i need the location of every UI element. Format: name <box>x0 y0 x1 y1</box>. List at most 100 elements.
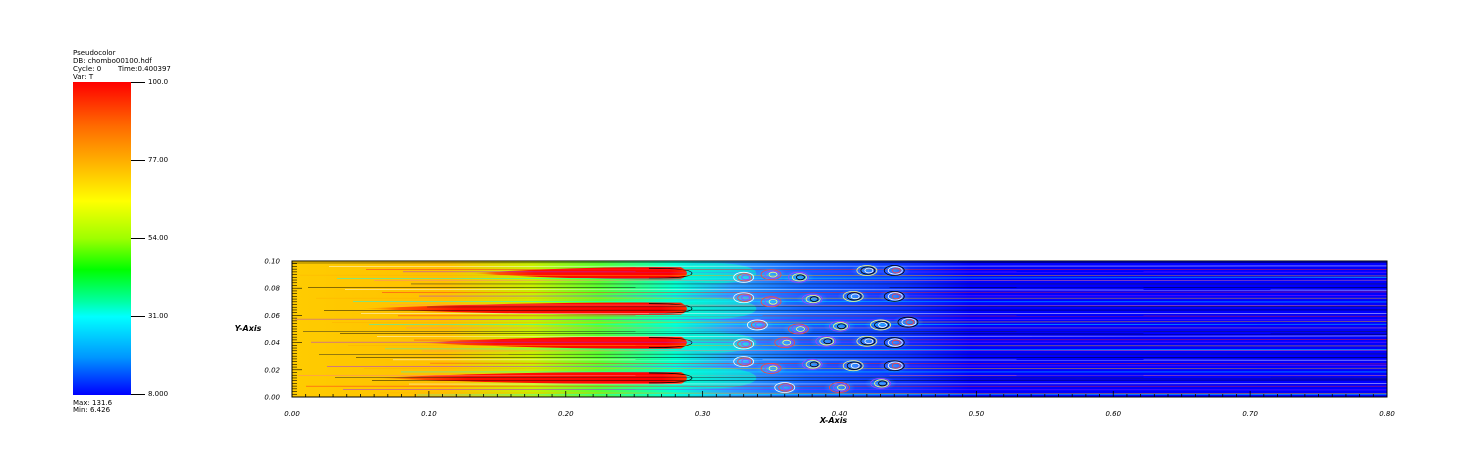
vortex-contour <box>760 269 782 281</box>
vortex-contour <box>768 365 778 372</box>
vortex <box>796 292 829 307</box>
vortex <box>878 289 911 304</box>
vortex-contour <box>891 339 901 346</box>
contour-line <box>299 274 1387 277</box>
vortex-contour <box>788 323 809 335</box>
vortex <box>837 289 870 304</box>
vortex-contour <box>805 360 821 369</box>
vortex-contour <box>805 294 821 304</box>
x-tick-label: 0.80 <box>1379 410 1395 418</box>
contour-line <box>344 289 1387 291</box>
vortex <box>755 267 788 282</box>
vortex-contour <box>746 319 768 331</box>
colorbar-tick-mark <box>131 82 145 83</box>
vortex-contour <box>874 379 889 388</box>
vortex-contour <box>842 290 864 302</box>
vortex-contour <box>846 361 862 370</box>
vortex <box>727 354 760 369</box>
hot-streak <box>374 371 687 385</box>
vortex <box>755 361 788 376</box>
vortex-contour <box>737 357 753 366</box>
vortex-contour <box>809 296 819 302</box>
vortex-contour <box>741 294 751 301</box>
vortex <box>768 380 801 395</box>
x-tick-label: 0.40 <box>832 410 848 418</box>
colorbar-label: 8.000 <box>148 390 169 398</box>
vortex-contour <box>864 267 874 274</box>
y-tick-label: 0.04 <box>264 339 280 347</box>
x-tick-label: 0.30 <box>695 410 711 418</box>
contour-line <box>292 261 1387 264</box>
colorbar <box>73 82 131 395</box>
vortex <box>727 270 760 285</box>
vortex-contour <box>833 383 848 392</box>
x-tick-label: 0.10 <box>421 410 437 418</box>
vortex-contour <box>891 267 901 274</box>
vortex-contour <box>883 290 905 302</box>
vortex <box>878 263 911 278</box>
vortex <box>878 358 911 373</box>
vortex-contour <box>883 360 905 372</box>
y-tick-label: 0.10 <box>264 258 280 266</box>
vortex-contour <box>760 363 782 374</box>
vortex <box>727 336 760 351</box>
vortex-contour <box>764 270 780 279</box>
vortex <box>796 357 829 372</box>
vortex <box>891 315 924 330</box>
vortex <box>864 317 897 332</box>
vortex <box>809 334 842 349</box>
vortex-contour <box>733 356 755 368</box>
vortex-contour <box>796 326 805 332</box>
vortex-contour <box>887 361 903 370</box>
y-tick-label: 0.08 <box>264 285 280 293</box>
vortex <box>823 319 856 334</box>
legend-variable: Var: T <box>73 73 94 81</box>
x-tick-label: 0.70 <box>1242 410 1258 418</box>
vortex-contour <box>764 364 780 373</box>
vortex <box>782 270 815 285</box>
vortex <box>850 263 883 278</box>
vortex-contour <box>860 337 876 346</box>
vortex-contour <box>870 377 891 389</box>
x-tick-label: 0.60 <box>1105 410 1121 418</box>
vortex-contour <box>842 360 864 372</box>
vortex-contour <box>741 341 751 347</box>
x-tick-label: 0.20 <box>558 410 574 418</box>
x-tick-label: 0.50 <box>969 410 985 418</box>
vortex-contour <box>741 274 751 281</box>
hot-streak <box>360 302 687 315</box>
vortex-contour <box>883 337 905 349</box>
legend-title: Pseudocolor <box>73 49 116 57</box>
vortex <box>755 294 788 309</box>
vortex-contour <box>864 338 874 345</box>
contour-line <box>336 277 1387 279</box>
vortex-contour <box>760 296 782 308</box>
vortex-contour <box>801 293 823 305</box>
vortex <box>837 358 870 373</box>
contour-line <box>648 267 693 279</box>
vortex-contour <box>741 358 751 365</box>
vortex-contour <box>750 320 766 330</box>
vortex-contour <box>754 322 764 328</box>
vortex-contour <box>792 324 807 334</box>
vortex-contour <box>733 292 755 304</box>
vortex-contour <box>891 362 901 369</box>
vortex <box>823 380 856 395</box>
vortex-contour <box>883 265 905 276</box>
legend-max: Max: 131.6 <box>73 399 113 407</box>
vortex-contour <box>887 338 903 347</box>
x-axis-title: X-Axis <box>819 416 848 425</box>
contour-line <box>384 348 1387 350</box>
vortex-contour <box>833 322 848 331</box>
vortex <box>850 334 883 349</box>
y-tick-label: 0.06 <box>264 312 280 320</box>
vortex-contour <box>856 265 878 276</box>
vortex-contour <box>878 322 887 328</box>
contour-line <box>648 303 693 314</box>
y-tick-label: 0.00 <box>264 394 280 402</box>
colorbar-tick-mark <box>131 316 145 317</box>
vortex <box>768 335 801 350</box>
colorbar-tick-mark <box>131 238 145 239</box>
contour-line <box>389 304 1387 306</box>
